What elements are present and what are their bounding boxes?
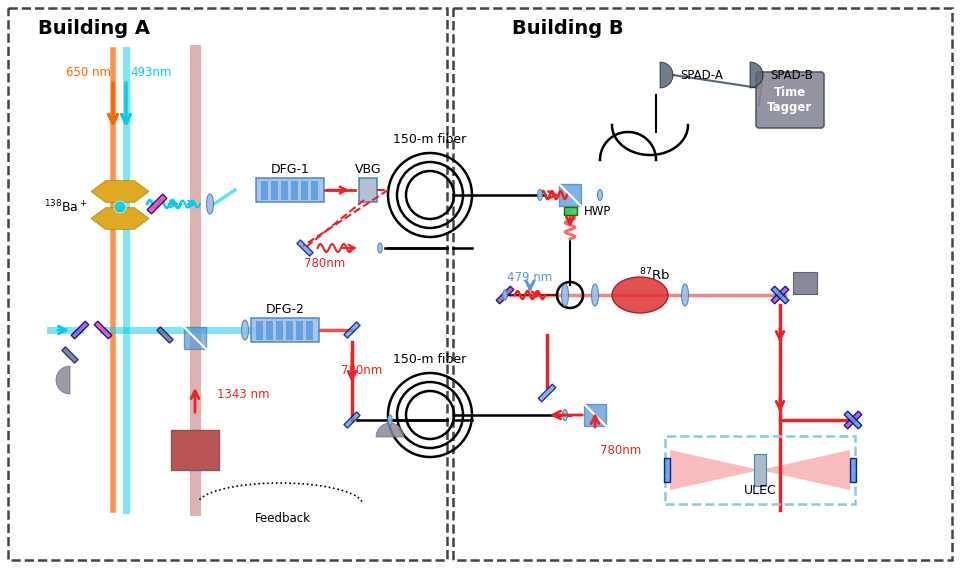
Polygon shape (91, 208, 149, 229)
Text: SPAD-A: SPAD-A (680, 69, 723, 81)
Text: SPAD-B: SPAD-B (770, 69, 813, 81)
Bar (291, 181, 298, 199)
Ellipse shape (591, 284, 598, 306)
Wedge shape (750, 62, 763, 88)
Bar (665, 436, 855, 504)
Text: Time
Tagger: Time Tagger (767, 86, 812, 114)
Bar (344, 322, 360, 338)
Text: $^{138}$Ba$^+$: $^{138}$Ba$^+$ (44, 199, 88, 215)
Ellipse shape (682, 284, 688, 306)
Ellipse shape (538, 190, 542, 201)
Bar (156, 327, 173, 343)
Bar (664, 458, 670, 482)
Wedge shape (56, 366, 70, 394)
Bar (94, 321, 111, 339)
Ellipse shape (597, 190, 603, 201)
Bar (754, 454, 766, 486)
Bar (297, 240, 313, 256)
Bar (559, 184, 581, 206)
Text: 780nm: 780nm (342, 364, 383, 377)
Text: Feedback: Feedback (255, 512, 311, 524)
Bar (496, 286, 514, 304)
Polygon shape (91, 181, 149, 202)
Bar (8, 8, 447, 560)
Bar (256, 320, 262, 340)
Bar (276, 320, 282, 340)
Bar (311, 181, 318, 199)
Bar (793, 272, 817, 294)
Ellipse shape (503, 290, 507, 300)
Bar (539, 384, 556, 402)
Polygon shape (670, 450, 850, 490)
Bar (771, 286, 789, 304)
Text: $^{87}$Rb: $^{87}$Rb (639, 267, 671, 283)
Text: Building A: Building A (38, 19, 150, 37)
Text: 479 nm: 479 nm (508, 270, 553, 283)
Text: VBG: VBG (354, 162, 381, 176)
Text: 493nm: 493nm (130, 65, 172, 78)
Bar (844, 411, 862, 429)
Text: HWP: HWP (584, 204, 612, 218)
Ellipse shape (206, 194, 213, 214)
Text: 780nm: 780nm (600, 444, 641, 457)
Ellipse shape (612, 277, 668, 313)
Wedge shape (660, 62, 673, 88)
Bar (359, 178, 377, 202)
FancyBboxPatch shape (756, 72, 824, 128)
Bar (564, 207, 577, 215)
Bar (272, 181, 277, 199)
Bar (453, 8, 952, 560)
Text: DFG-1: DFG-1 (271, 162, 309, 176)
Bar (61, 347, 78, 363)
Text: 780nm: 780nm (304, 257, 346, 269)
Text: 650 nm: 650 nm (66, 65, 111, 78)
Bar (281, 181, 287, 199)
Text: 1343 nm: 1343 nm (217, 389, 270, 402)
Ellipse shape (562, 284, 568, 306)
Bar (306, 320, 313, 340)
Bar (266, 320, 273, 340)
Text: ULEC: ULEC (744, 483, 777, 496)
Circle shape (114, 201, 126, 213)
Text: DFG-2: DFG-2 (266, 303, 304, 315)
Bar (184, 327, 206, 349)
Bar (251, 318, 319, 342)
Wedge shape (376, 423, 404, 437)
Bar (344, 412, 360, 428)
Ellipse shape (388, 415, 393, 425)
Text: 150-m fiber: 150-m fiber (394, 353, 467, 365)
Text: 150-m fiber: 150-m fiber (394, 132, 467, 145)
Bar (584, 404, 606, 426)
Bar (850, 458, 856, 482)
Bar (256, 178, 324, 202)
Bar (171, 430, 219, 470)
Bar (286, 320, 293, 340)
Bar (147, 194, 167, 214)
Ellipse shape (242, 320, 249, 340)
Bar (771, 286, 789, 304)
Bar (71, 321, 89, 339)
Bar (261, 181, 268, 199)
Text: Building B: Building B (512, 19, 624, 37)
Ellipse shape (563, 410, 567, 420)
Bar (297, 320, 302, 340)
Bar (301, 181, 307, 199)
Bar (844, 411, 862, 429)
Ellipse shape (377, 243, 382, 253)
